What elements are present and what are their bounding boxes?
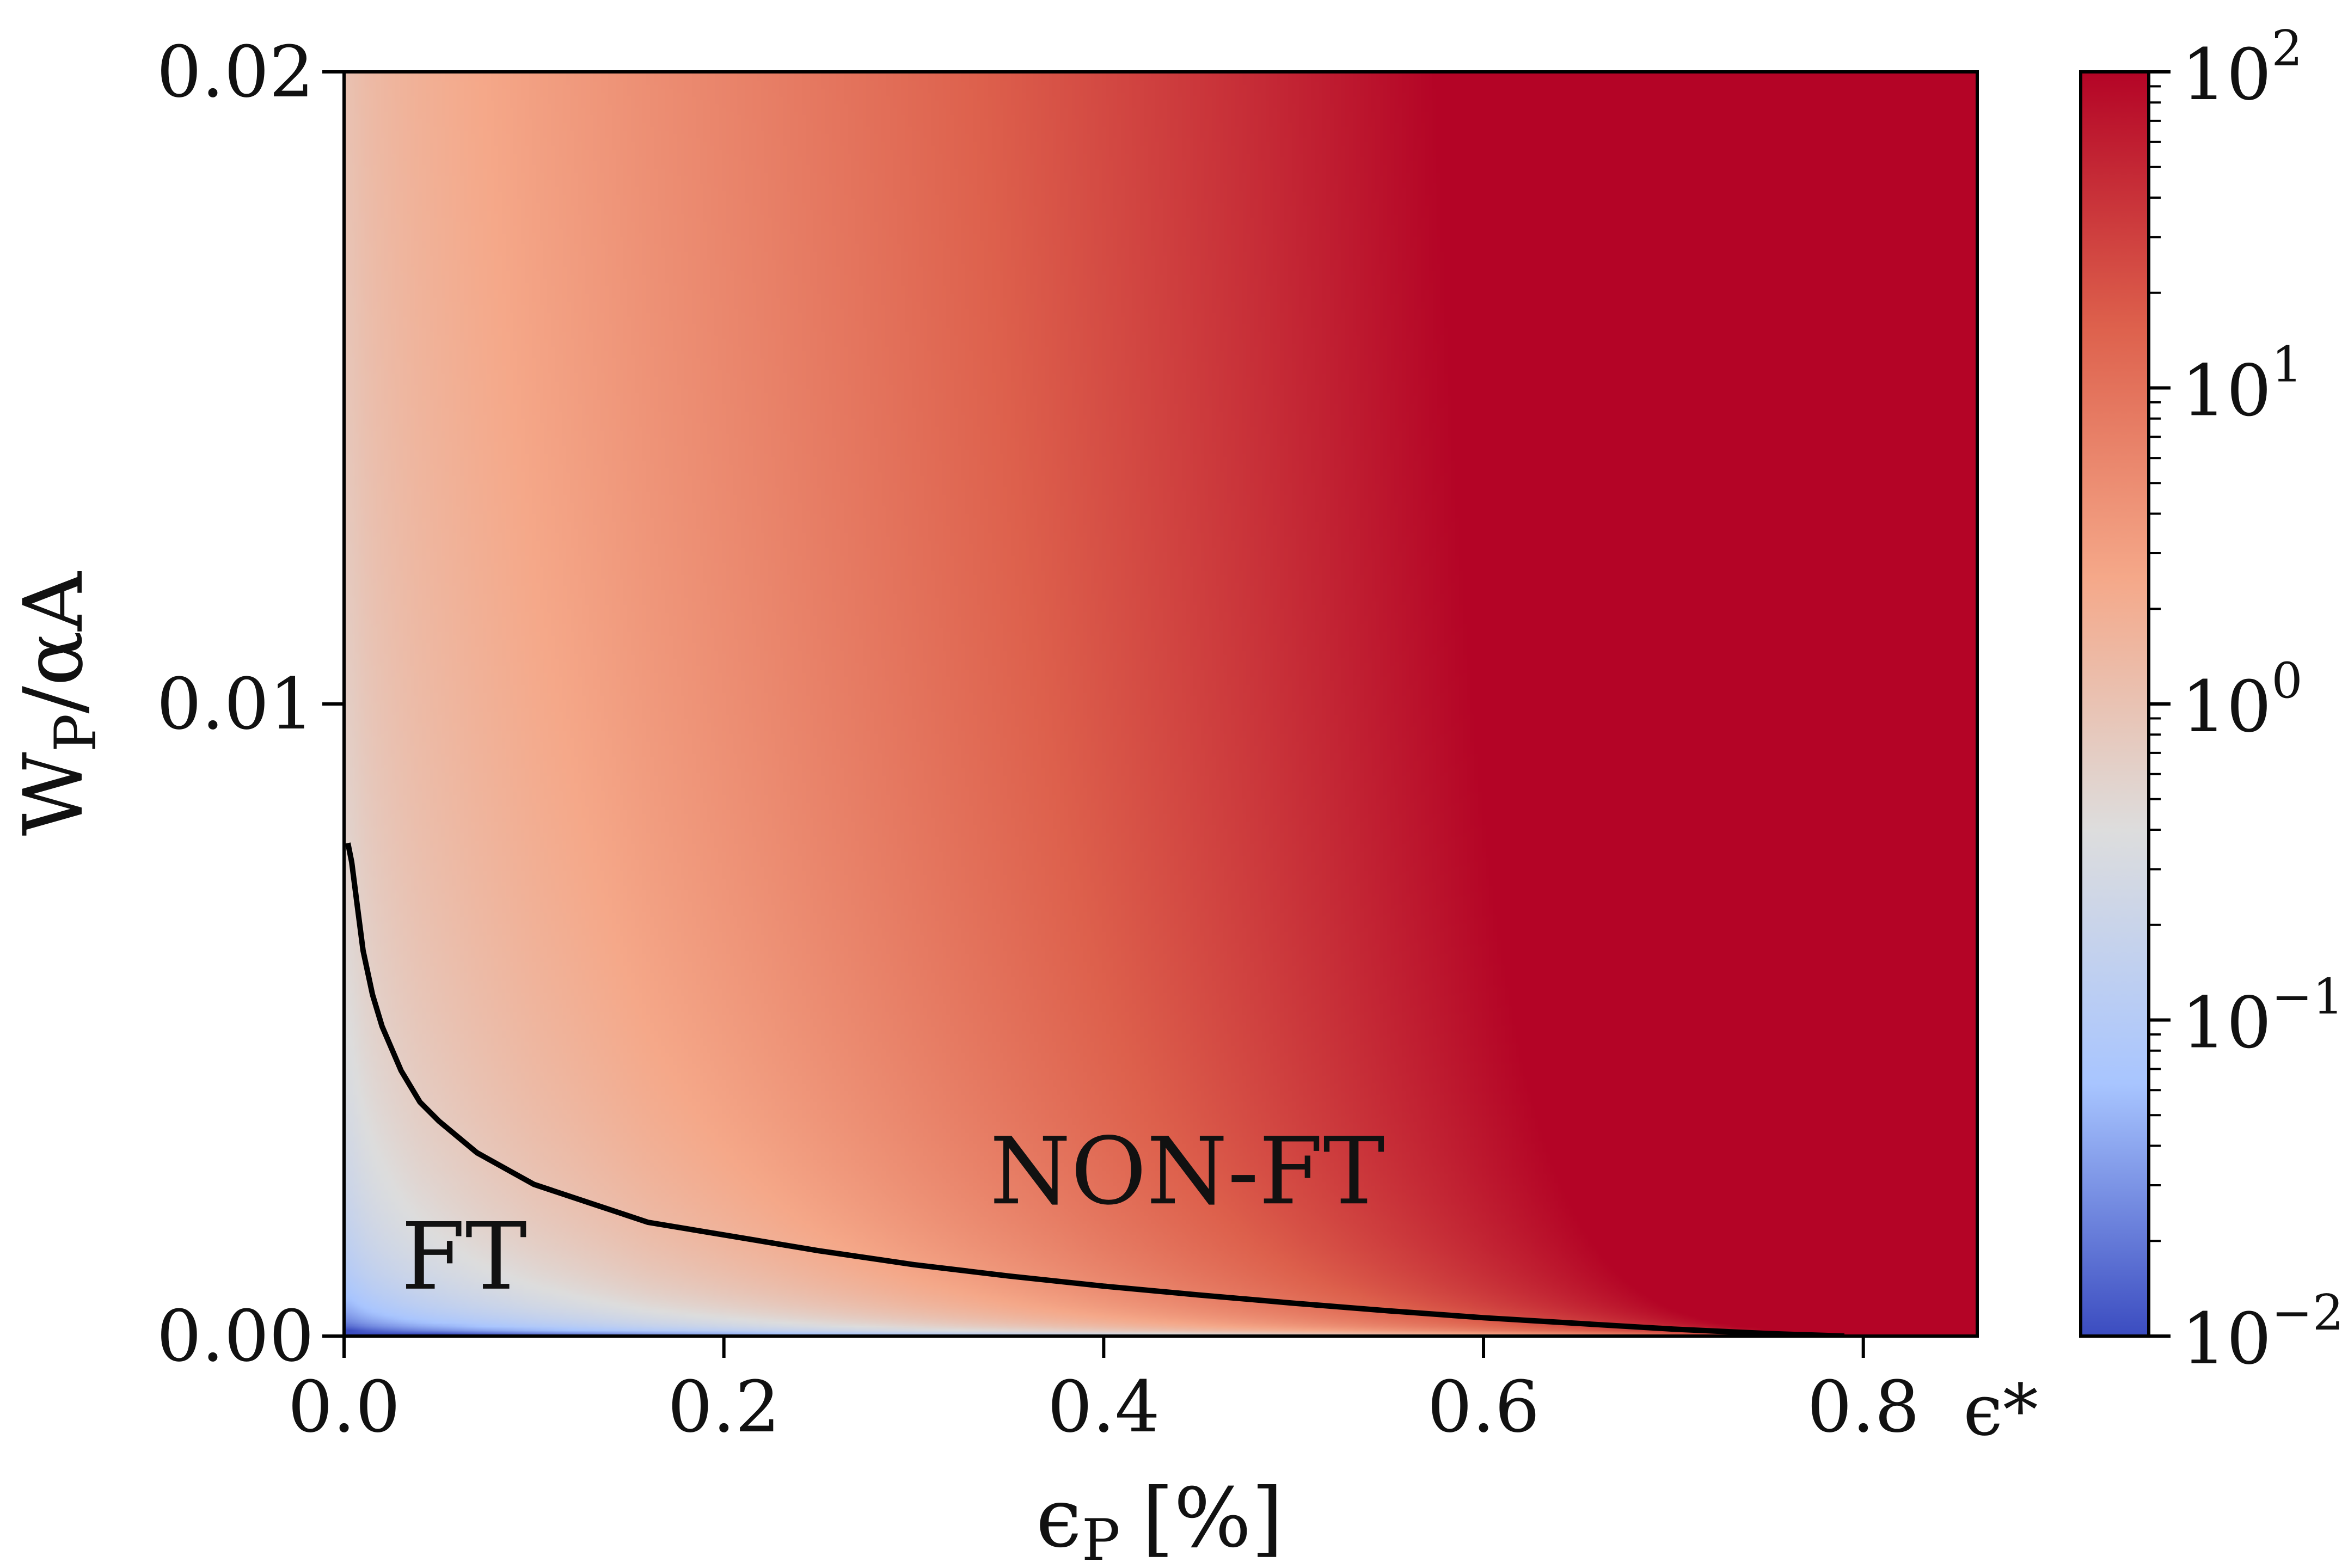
- colorbar-ticks: 10−2 10−1 100 101 102: [2149, 20, 2344, 1380]
- y-axis-label-sub: P: [42, 714, 109, 752]
- colorbar-tick-label: 102: [2181, 20, 2303, 116]
- y-axis-label-rest: /αA: [7, 571, 101, 714]
- colorbar-gradient: [2081, 72, 2149, 1336]
- colorbar-tick-label: 101: [2181, 336, 2303, 432]
- y-axis-label: WP/αA: [7, 571, 109, 836]
- y-axis: 0.00 0.01 0.02: [157, 30, 344, 1377]
- colorbar-tick-label: 10−2: [2181, 1284, 2344, 1380]
- colorbar: 10−2 10−1 100 101 102: [2079, 20, 2344, 1380]
- x-axis-label-unit: [%]: [1142, 1471, 1284, 1565]
- x-tick-label: 0.4: [1047, 1365, 1160, 1448]
- y-axis-label-main: W: [7, 752, 101, 836]
- colorbar-tick-label: 100: [2181, 652, 2303, 748]
- x-axis-label-main: ϵ: [1036, 1471, 1082, 1565]
- heatmap-field: [344, 72, 1977, 1336]
- x-axis-label: ϵP [%]: [1036, 1471, 1283, 1565]
- boundary-curve: [345, 842, 1844, 1336]
- y-tick-label: 0.00: [157, 1295, 314, 1377]
- region-label-non-ft: NON-FT: [990, 1118, 1385, 1226]
- heatmap-image: [344, 72, 1977, 1336]
- colorbar-tick-label: 10−1: [2181, 969, 2344, 1064]
- region-label-ft: FT: [401, 1203, 527, 1311]
- x-end-label: ϵ*: [1963, 1369, 2038, 1451]
- x-tick-label: 0.8: [1807, 1365, 1920, 1448]
- x-axis-label-sub: P: [1082, 1507, 1120, 1565]
- x-tick-label: 0.0: [288, 1365, 401, 1448]
- x-axis: 0.0 0.2 0.4 0.6 0.8: [288, 1336, 1920, 1448]
- y-tick-label: 0.01: [157, 663, 314, 745]
- x-tick-label: 0.6: [1427, 1365, 1540, 1448]
- x-tick-label: 0.2: [667, 1365, 780, 1448]
- y-tick-label: 0.02: [157, 30, 314, 113]
